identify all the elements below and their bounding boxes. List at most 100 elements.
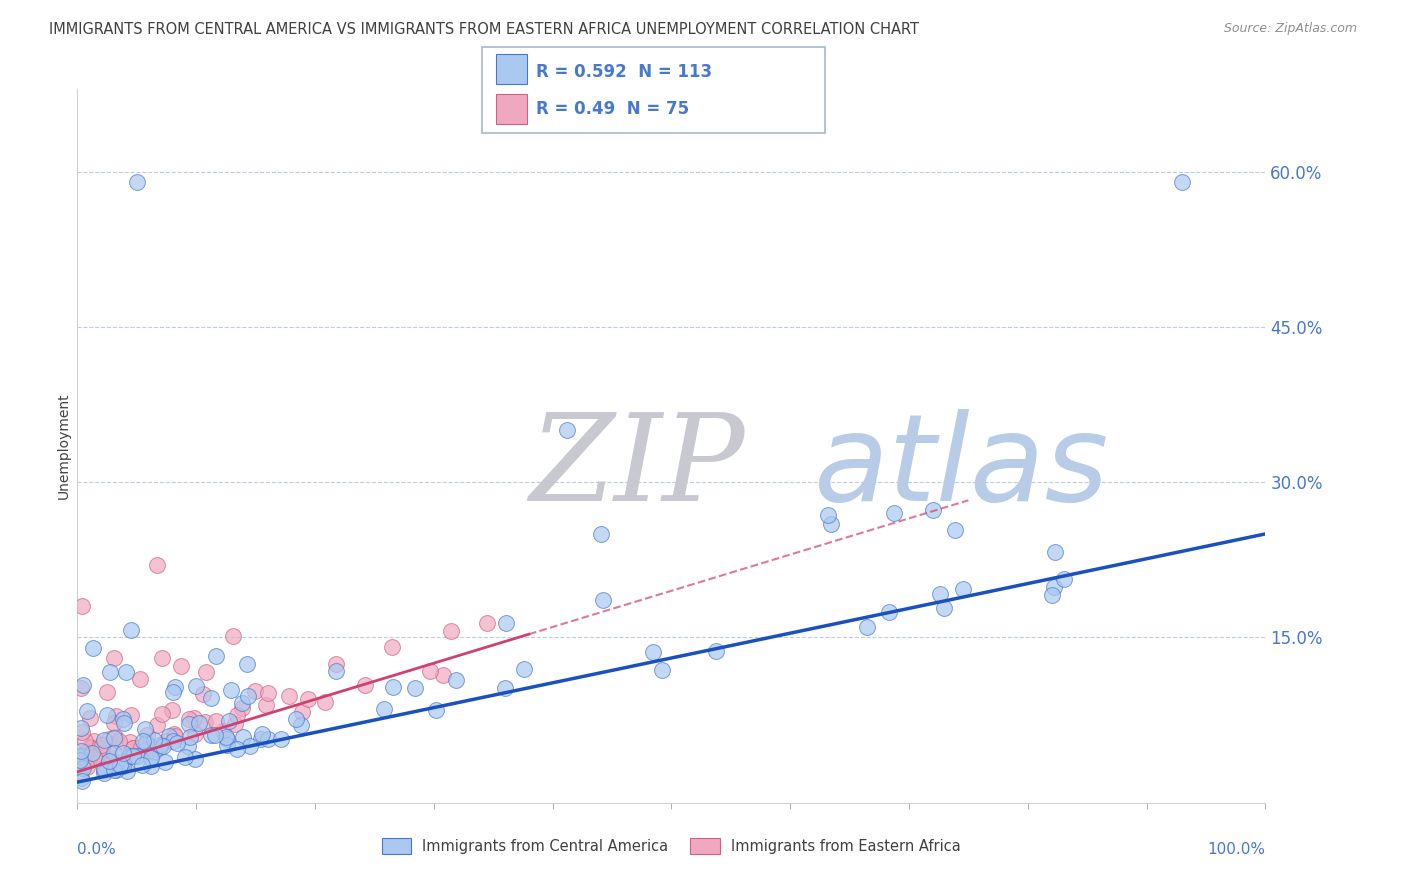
Point	[93, 763, 115, 777]
Point	[111, 746, 134, 760]
Point	[225, 707, 247, 722]
Point	[290, 718, 312, 732]
Point	[513, 662, 536, 676]
Point	[103, 763, 125, 777]
Point	[174, 750, 197, 764]
Point	[122, 740, 145, 755]
Point	[135, 736, 157, 750]
Point	[82, 640, 104, 655]
Point	[405, 681, 427, 696]
Point	[93, 732, 115, 747]
Point	[184, 680, 207, 694]
Point	[170, 659, 193, 673]
Point	[820, 516, 842, 531]
Point	[138, 739, 160, 754]
Point	[160, 703, 183, 717]
Point	[155, 734, 177, 748]
Point	[70, 599, 93, 614]
Point	[243, 683, 266, 698]
Point	[120, 735, 142, 749]
Point	[83, 750, 105, 764]
Point	[236, 689, 259, 703]
Point	[87, 750, 110, 764]
Point	[817, 508, 839, 523]
Point	[72, 759, 94, 773]
Point	[163, 680, 186, 694]
Point	[432, 667, 454, 681]
Point	[325, 657, 347, 671]
Point	[104, 709, 127, 723]
Point	[232, 730, 254, 744]
Point	[79, 753, 101, 767]
Point	[184, 727, 207, 741]
Point	[103, 651, 125, 665]
Point	[97, 754, 120, 768]
Point	[104, 730, 127, 744]
Point	[120, 707, 142, 722]
Point	[444, 673, 467, 687]
Point	[1043, 580, 1066, 594]
Point	[80, 746, 103, 760]
Point	[179, 731, 201, 745]
Point	[157, 729, 180, 743]
Point	[194, 715, 217, 730]
Point	[112, 716, 135, 731]
Point	[219, 682, 242, 697]
Point	[589, 527, 612, 541]
Point	[105, 763, 128, 777]
Point	[96, 708, 118, 723]
Point	[200, 690, 222, 705]
Point	[381, 681, 404, 695]
Point	[103, 716, 125, 731]
Point	[103, 746, 125, 760]
Point	[79, 739, 101, 754]
Point	[952, 582, 974, 596]
Point	[69, 721, 91, 735]
Point	[111, 712, 134, 726]
Point	[100, 751, 122, 765]
Point	[75, 745, 97, 759]
Text: R = 0.49  N = 75: R = 0.49 N = 75	[536, 100, 689, 118]
Text: 100.0%: 100.0%	[1208, 842, 1265, 857]
Point	[142, 745, 165, 759]
Point	[166, 736, 188, 750]
Point	[143, 741, 166, 756]
Point	[254, 698, 277, 712]
Point	[115, 764, 138, 778]
Text: R = 0.592  N = 113: R = 0.592 N = 113	[536, 62, 711, 80]
Point	[218, 714, 240, 728]
Point	[98, 665, 121, 680]
Point	[131, 757, 153, 772]
Point	[91, 738, 114, 752]
Point	[146, 558, 169, 572]
Point	[934, 601, 956, 615]
Point	[224, 717, 246, 731]
Point	[183, 711, 205, 725]
Point	[91, 741, 114, 756]
Point	[325, 664, 347, 678]
Point	[425, 703, 447, 717]
Point	[142, 741, 165, 756]
Point	[69, 748, 91, 763]
Point	[80, 742, 103, 756]
Point	[877, 605, 900, 619]
Point	[278, 689, 301, 703]
Point	[72, 755, 94, 769]
Point	[419, 664, 441, 678]
Point	[204, 728, 226, 742]
Point	[179, 712, 201, 726]
Point	[494, 681, 516, 696]
Point	[69, 753, 91, 767]
Point	[75, 734, 97, 748]
Point	[93, 762, 115, 776]
Point	[651, 663, 673, 677]
Point	[222, 629, 245, 643]
Point	[83, 733, 105, 747]
Point	[142, 733, 165, 747]
Text: Source: ZipAtlas.com: Source: ZipAtlas.com	[1223, 22, 1357, 36]
Point	[97, 732, 120, 747]
Point	[135, 728, 157, 742]
Point	[149, 740, 172, 755]
Point	[256, 686, 278, 700]
Point	[195, 665, 218, 679]
